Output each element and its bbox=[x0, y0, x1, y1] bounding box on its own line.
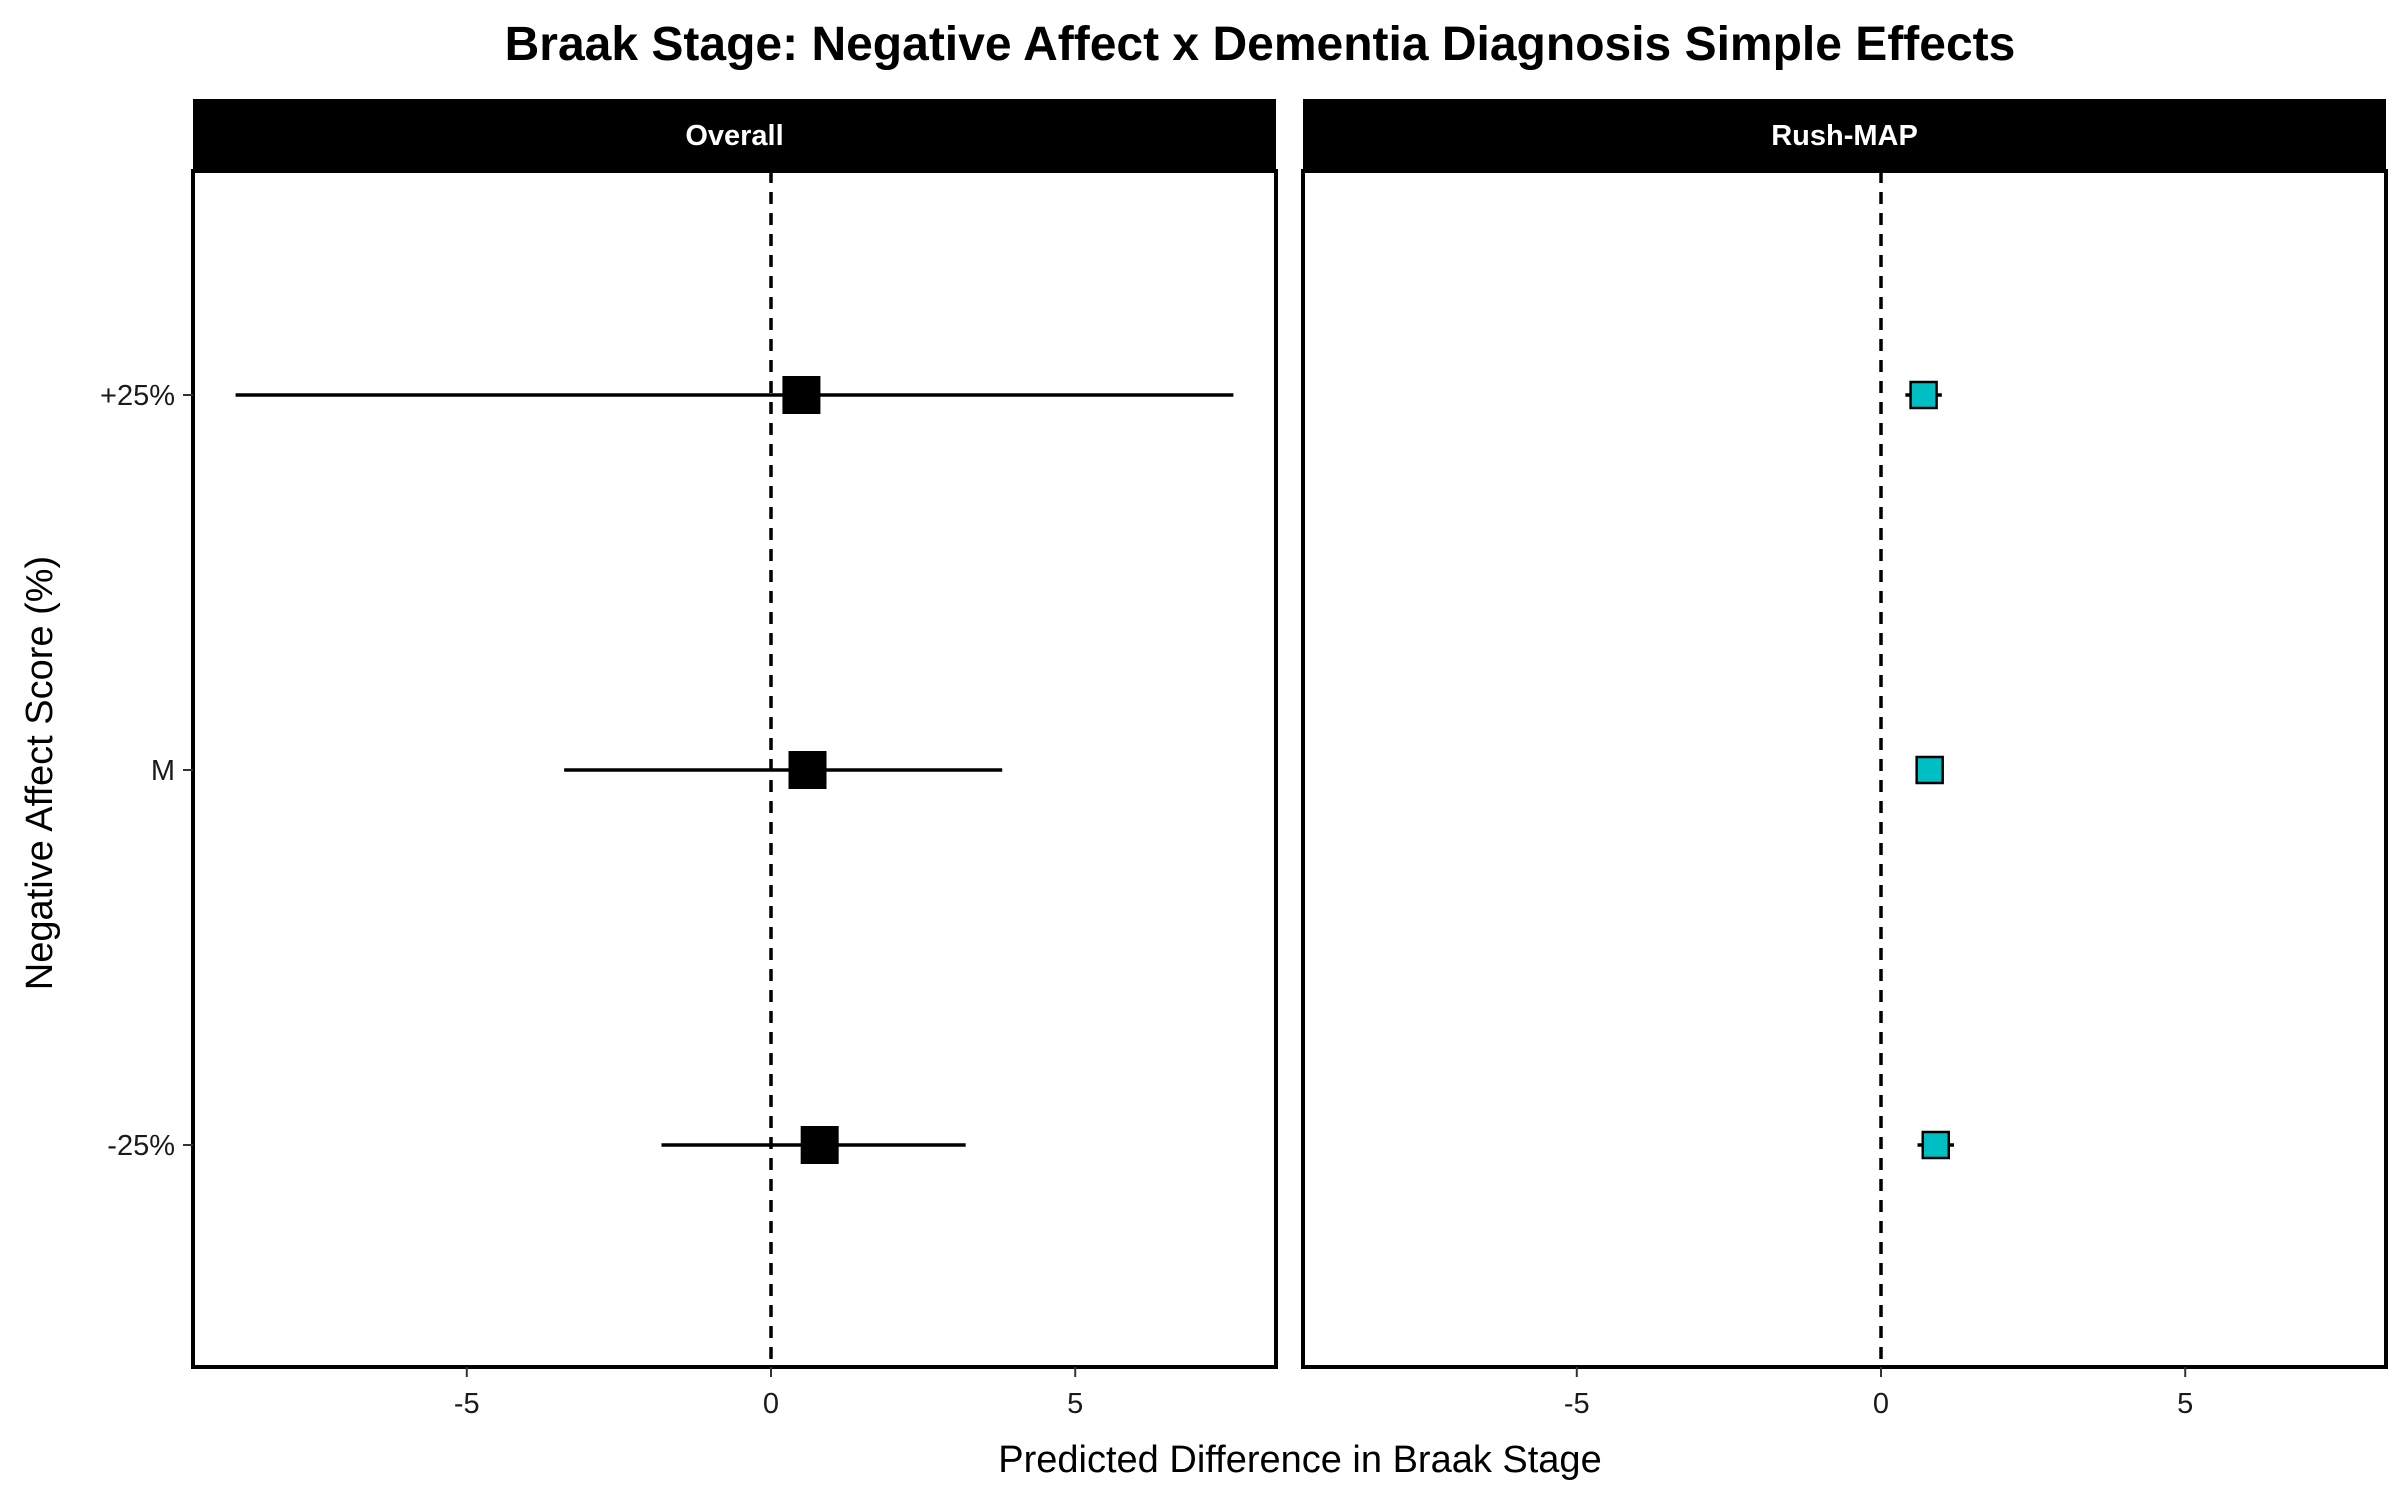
data-point bbox=[788, 751, 827, 789]
y-axis: +25% M -25% bbox=[100, 380, 193, 1162]
data-point bbox=[782, 376, 821, 414]
panel-overall: Overall -5 0 5 bbox=[191, 99, 1278, 1420]
x-axis-title: Predicted Difference in Braak Stage bbox=[998, 1439, 1601, 1481]
chart-title: Braak Stage: Negative Affect x Dementia … bbox=[505, 18, 2016, 71]
data-point bbox=[1909, 380, 1938, 410]
panel-border bbox=[1301, 169, 2388, 1369]
y-tick-label: +25% bbox=[100, 380, 175, 412]
data-point bbox=[800, 1126, 839, 1164]
x-tick-label: -5 bbox=[454, 1388, 480, 1420]
x-tick-label: 5 bbox=[2177, 1388, 2193, 1420]
x-tick-label: 0 bbox=[1873, 1388, 1889, 1420]
data-point bbox=[1915, 755, 1944, 785]
y-axis-title: Negative Affect Score (%) bbox=[19, 556, 61, 990]
strip-label: Overall bbox=[685, 120, 783, 152]
panel-rush-map: Rush-MAP -5 0 5 bbox=[1301, 99, 2388, 1420]
x-tick-label: 0 bbox=[763, 1388, 779, 1420]
strip-background bbox=[193, 99, 1276, 171]
y-tick-label: M bbox=[151, 755, 175, 787]
data-point bbox=[1921, 1130, 1951, 1160]
panels: Overall -5 0 5 Rush-MAP -5 0 5 bbox=[191, 99, 2388, 1420]
strip-label: Rush-MAP bbox=[1771, 120, 1918, 152]
strip-background bbox=[1303, 99, 2386, 171]
y-tick-label: -25% bbox=[107, 1130, 175, 1162]
x-tick-label: 5 bbox=[1067, 1388, 1083, 1420]
x-tick-label: -5 bbox=[1564, 1388, 1590, 1420]
